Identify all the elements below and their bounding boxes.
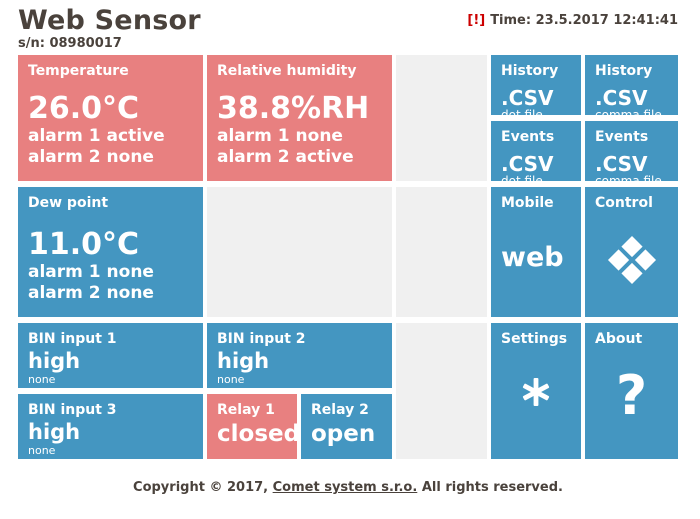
history-comma-sub: comma file <box>595 107 662 116</box>
about-button[interactable]: About ? <box>585 323 678 459</box>
humidity-label: Relative humidity <box>217 63 357 79</box>
temperature-alarm1: alarm 1 active <box>28 126 165 147</box>
about-label: About <box>595 331 643 347</box>
diamond-cluster-icon <box>607 235 656 285</box>
dew-point-value: 11.0°C <box>28 226 140 262</box>
bin3-sub: none <box>28 443 56 457</box>
serial-number: s/n: 08980017 <box>18 35 122 51</box>
temperature-label: Temperature <box>28 63 129 79</box>
humidity-tile: Relative humidity 38.8%RH alarm 1 none a… <box>207 55 392 181</box>
copyright-prefix: Copyright © 2017, <box>133 480 273 495</box>
history-dot-value: .CSV <box>501 85 554 110</box>
bin2-sub: none <box>217 372 245 386</box>
bin1-sub: none <box>28 372 56 386</box>
comet-system-link[interactable]: Comet system s.r.o. <box>272 480 418 495</box>
events-csv-comma-button[interactable]: Events .CSV comma file <box>585 121 678 181</box>
events-dot-value: .CSV <box>501 151 554 176</box>
alert-icon: [!] <box>467 13 486 28</box>
events-dot-sub: dot file <box>501 173 543 182</box>
humidity-alarm1: alarm 1 none <box>217 126 343 147</box>
temperature-tile: Temperature 26.0°C alarm 1 active alarm … <box>18 55 203 181</box>
bin2-label: BIN input 2 <box>217 331 306 347</box>
dew-point-alarm2: alarm 2 none <box>28 282 154 303</box>
mobile-value: web <box>501 242 564 273</box>
history-csv-comma-button[interactable]: History .CSV comma file <box>585 55 678 115</box>
events-csv-dot-button[interactable]: Events .CSV dot file <box>491 121 581 181</box>
events-comma-sub: comma file <box>595 173 662 182</box>
copyright-footer: Copyright © 2017, Comet system s.r.o. Al… <box>18 480 678 495</box>
control-label: Control <box>595 195 653 211</box>
page-title: Web Sensor <box>18 5 201 36</box>
history-dot-sub: dot file <box>501 107 543 116</box>
bin1-value: high <box>28 348 81 373</box>
bin2-value: high <box>217 348 270 373</box>
time-text: Time: 23.5.2017 12:41:41 <box>490 13 678 28</box>
empty-tile <box>207 187 392 317</box>
mobile-web-button[interactable]: Mobile web <box>491 187 581 317</box>
events-comma-label: Events <box>595 129 649 145</box>
relay1-label: Relay 1 <box>217 402 275 418</box>
empty-tile <box>396 323 487 459</box>
settings-button[interactable]: Settings <box>491 323 581 459</box>
humidity-value: 38.8%RH <box>217 90 370 126</box>
history-comma-value: .CSV <box>595 85 648 110</box>
dew-point-label: Dew point <box>28 195 109 211</box>
relay1-value: closed <box>217 420 297 447</box>
dew-point-alarm1: alarm 1 none <box>28 262 154 283</box>
bin3-value: high <box>28 419 81 444</box>
history-comma-label: History <box>595 63 653 79</box>
dew-point-tile: Dew point 11.0°C alarm 1 none alarm 2 no… <box>18 187 203 317</box>
relay-1-tile: Relay 1 closed <box>207 394 297 459</box>
bin-input-1-tile: BIN input 1 high none <box>18 323 203 388</box>
question-mark-icon: ? <box>615 364 648 427</box>
events-dot-label: Events <box>501 129 555 145</box>
control-button[interactable]: Control <box>585 187 678 317</box>
empty-tile <box>396 55 487 181</box>
temperature-value: 26.0°C <box>28 90 140 126</box>
bin-input-3-tile: BIN input 3 high none <box>18 394 203 459</box>
humidity-alarm2: alarm 2 active <box>217 146 354 167</box>
mobile-label: Mobile <box>501 195 554 211</box>
relay-2-tile: Relay 2 open <box>301 394 392 459</box>
asterisk-icon <box>521 377 551 411</box>
bin-input-2-tile: BIN input 2 high none <box>207 323 392 388</box>
relay2-value: open <box>311 420 376 447</box>
tile-grid: Temperature 26.0°C alarm 1 active alarm … <box>18 55 678 459</box>
settings-label: Settings <box>501 331 568 347</box>
bin1-label: BIN input 1 <box>28 331 117 347</box>
history-csv-dot-button[interactable]: History .CSV dot file <box>491 55 581 115</box>
temperature-alarm2: alarm 2 none <box>28 146 154 167</box>
device-time: [!] Time: 23.5.2017 12:41:41 <box>467 13 678 28</box>
empty-tile <box>396 187 487 317</box>
page-header: Web Sensor s/n: 08980017 [!] Time: 23.5.2… <box>0 0 700 51</box>
bin3-label: BIN input 3 <box>28 402 117 418</box>
history-dot-label: History <box>501 63 559 79</box>
events-comma-value: .CSV <box>595 151 648 176</box>
copyright-suffix: All rights reserved. <box>417 480 563 495</box>
relay2-label: Relay 2 <box>311 402 369 418</box>
